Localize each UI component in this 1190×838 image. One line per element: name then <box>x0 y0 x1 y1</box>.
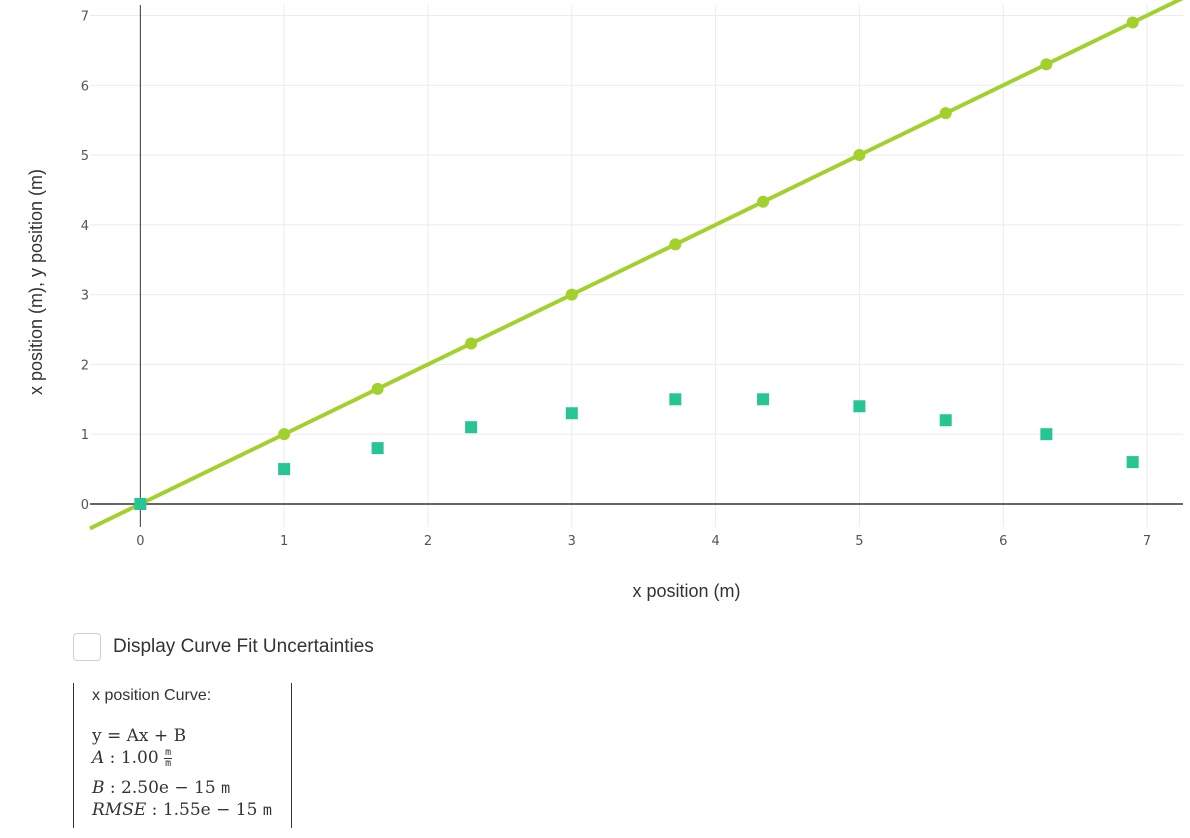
x-tick-label: 5 <box>855 534 863 549</box>
param-b-label: B <box>92 778 105 798</box>
y-tick-label: 5 <box>81 149 89 164</box>
param-b-unit: m <box>221 779 231 797</box>
x-tick-labels: 0 1 2 3 4 5 6 7 <box>136 534 1151 549</box>
zero-lines <box>90 5 1183 527</box>
param-a-unit-num: m <box>164 747 173 759</box>
fit-equation: y = Ax + B <box>92 726 187 746</box>
x-position-point <box>278 428 291 441</box>
fit-line-group <box>89 0 1184 531</box>
x-position-point <box>1126 16 1139 29</box>
chart-area: 0 1 2 3 4 5 6 7 0 1 2 3 4 5 6 7 x position (m) x posit… <box>26 0 1184 601</box>
x-position-point <box>465 337 478 350</box>
rmse-unit: m <box>262 801 272 819</box>
y-position-point <box>757 393 770 406</box>
fit-param-b: B : 2.50e − 15 m <box>92 778 231 798</box>
x-tick-label: 4 <box>711 534 719 549</box>
rmse-value: 1.55e − 15 <box>162 800 258 820</box>
x-position-point <box>565 288 578 301</box>
y-tick-label: 0 <box>81 498 89 513</box>
y-position-point <box>371 442 384 455</box>
x-tick-label: 3 <box>568 534 576 549</box>
fit-title: x position Curve: <box>92 687 212 704</box>
fit-line <box>89 0 1184 531</box>
x-tick-label: 6 <box>999 534 1007 549</box>
y-tick-labels: 0 1 2 3 4 5 6 7 <box>81 9 89 513</box>
y-tick-label: 1 <box>81 428 89 443</box>
x-axis-title: x position (m) <box>632 581 740 601</box>
param-a-unit-den: m <box>165 758 172 769</box>
y-position-point <box>278 463 291 476</box>
y-tick-label: 2 <box>81 358 89 373</box>
x-position-point <box>757 195 770 208</box>
y-position-point <box>465 421 478 434</box>
y-tick-label: 7 <box>81 9 89 24</box>
uncertainty-checkbox-label[interactable]: Display Curve Fit Uncertainties <box>113 636 374 657</box>
y-tick-label: 6 <box>81 79 89 94</box>
data-marks <box>134 16 1139 510</box>
y-tick-label: 3 <box>81 289 89 304</box>
y-position-point <box>134 497 147 510</box>
x-tick-label: 1 <box>280 534 288 549</box>
param-a-label: A <box>92 748 105 768</box>
y-position-point <box>939 414 952 427</box>
rmse-label: RMSE <box>92 800 147 820</box>
y-axis-title: x position (m), y position (m) <box>26 169 46 395</box>
x-tick-label: 0 <box>136 534 144 549</box>
x-position-point <box>669 238 682 251</box>
y-position-point <box>1040 428 1053 441</box>
x-position-point <box>1040 58 1053 71</box>
param-b-value: 2.50e − 15 <box>121 778 216 798</box>
x-tick-label: 7 <box>1143 534 1151 549</box>
x-position-point <box>371 382 384 395</box>
uncertainty-checkbox[interactable] <box>73 633 101 661</box>
y-position-point <box>853 400 866 413</box>
y-position-point <box>565 407 578 420</box>
param-a-value: 1.00 <box>120 748 159 768</box>
y-position-point <box>669 393 682 406</box>
y-position-point <box>1126 456 1139 469</box>
uncertainty-toggle-row[interactable]: Display Curve Fit Uncertainties <box>73 633 374 661</box>
x-tick-label: 2 <box>424 534 432 549</box>
fit-rmse: RMSE : 1.55e − 15 m <box>92 800 272 820</box>
y-tick-label: 4 <box>81 219 89 234</box>
x-position-point <box>853 149 866 162</box>
x-position-point <box>939 107 952 120</box>
